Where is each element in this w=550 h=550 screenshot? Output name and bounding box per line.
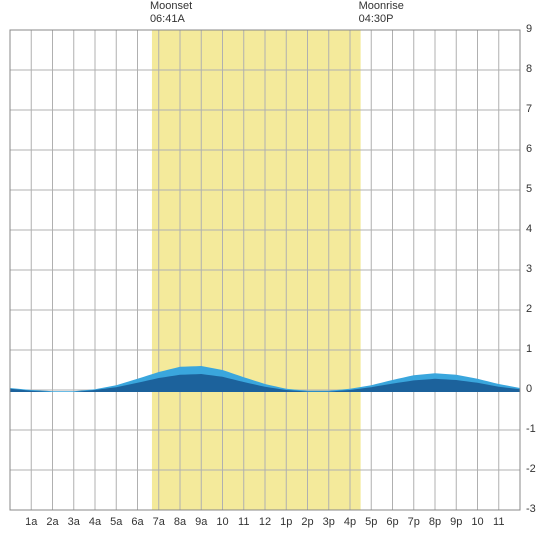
x-tick-label: 4p: [344, 516, 356, 528]
y-tick-label: 1: [526, 343, 532, 355]
x-tick-label: 5p: [365, 516, 377, 528]
x-tick-label: 12: [259, 516, 271, 528]
x-tick-label: 8a: [174, 516, 186, 528]
x-tick-label: 6a: [131, 516, 143, 528]
x-tick-label: 7p: [408, 516, 420, 528]
x-tick-label: 8p: [429, 516, 441, 528]
y-tick-label: 0: [526, 383, 532, 395]
x-tick-label: 11: [493, 516, 504, 528]
x-tick-label: 7a: [153, 516, 165, 528]
x-tick-label: 2p: [301, 516, 313, 528]
x-tick-label: 11: [238, 516, 249, 528]
moonset-time: 06:41A: [150, 13, 185, 25]
y-tick-label: -2: [526, 463, 536, 475]
y-tick-label: 6: [526, 143, 532, 155]
moonset-label: Moonset: [150, 0, 192, 12]
y-tick-label: -1: [526, 423, 536, 435]
x-tick-label: 3a: [68, 516, 80, 528]
y-tick-label: 9: [526, 23, 532, 35]
tide-chart: -3-2-101234567891a2a3a4a5a6a7a8a9a101112…: [0, 0, 550, 550]
y-tick-label: 8: [526, 63, 532, 75]
y-tick-label: 5: [526, 183, 532, 195]
plot-svg: [0, 0, 550, 550]
moonrise-time: 04:30P: [359, 13, 394, 25]
y-tick-label: 2: [526, 303, 532, 315]
x-tick-label: 5a: [110, 516, 122, 528]
x-tick-label: 6p: [386, 516, 398, 528]
x-tick-label: 10: [216, 516, 228, 528]
x-tick-label: 9a: [195, 516, 207, 528]
x-tick-label: 4a: [89, 516, 101, 528]
x-tick-label: 1a: [25, 516, 37, 528]
x-tick-label: 9p: [450, 516, 462, 528]
x-tick-label: 3p: [323, 516, 335, 528]
y-tick-label: 4: [526, 223, 532, 235]
y-tick-label: -3: [526, 503, 536, 515]
y-tick-label: 7: [526, 103, 532, 115]
moonrise-label: Moonrise: [359, 0, 404, 12]
x-tick-label: 10: [471, 516, 483, 528]
x-tick-label: 1p: [280, 516, 292, 528]
y-tick-label: 3: [526, 263, 532, 275]
x-tick-label: 2a: [46, 516, 58, 528]
